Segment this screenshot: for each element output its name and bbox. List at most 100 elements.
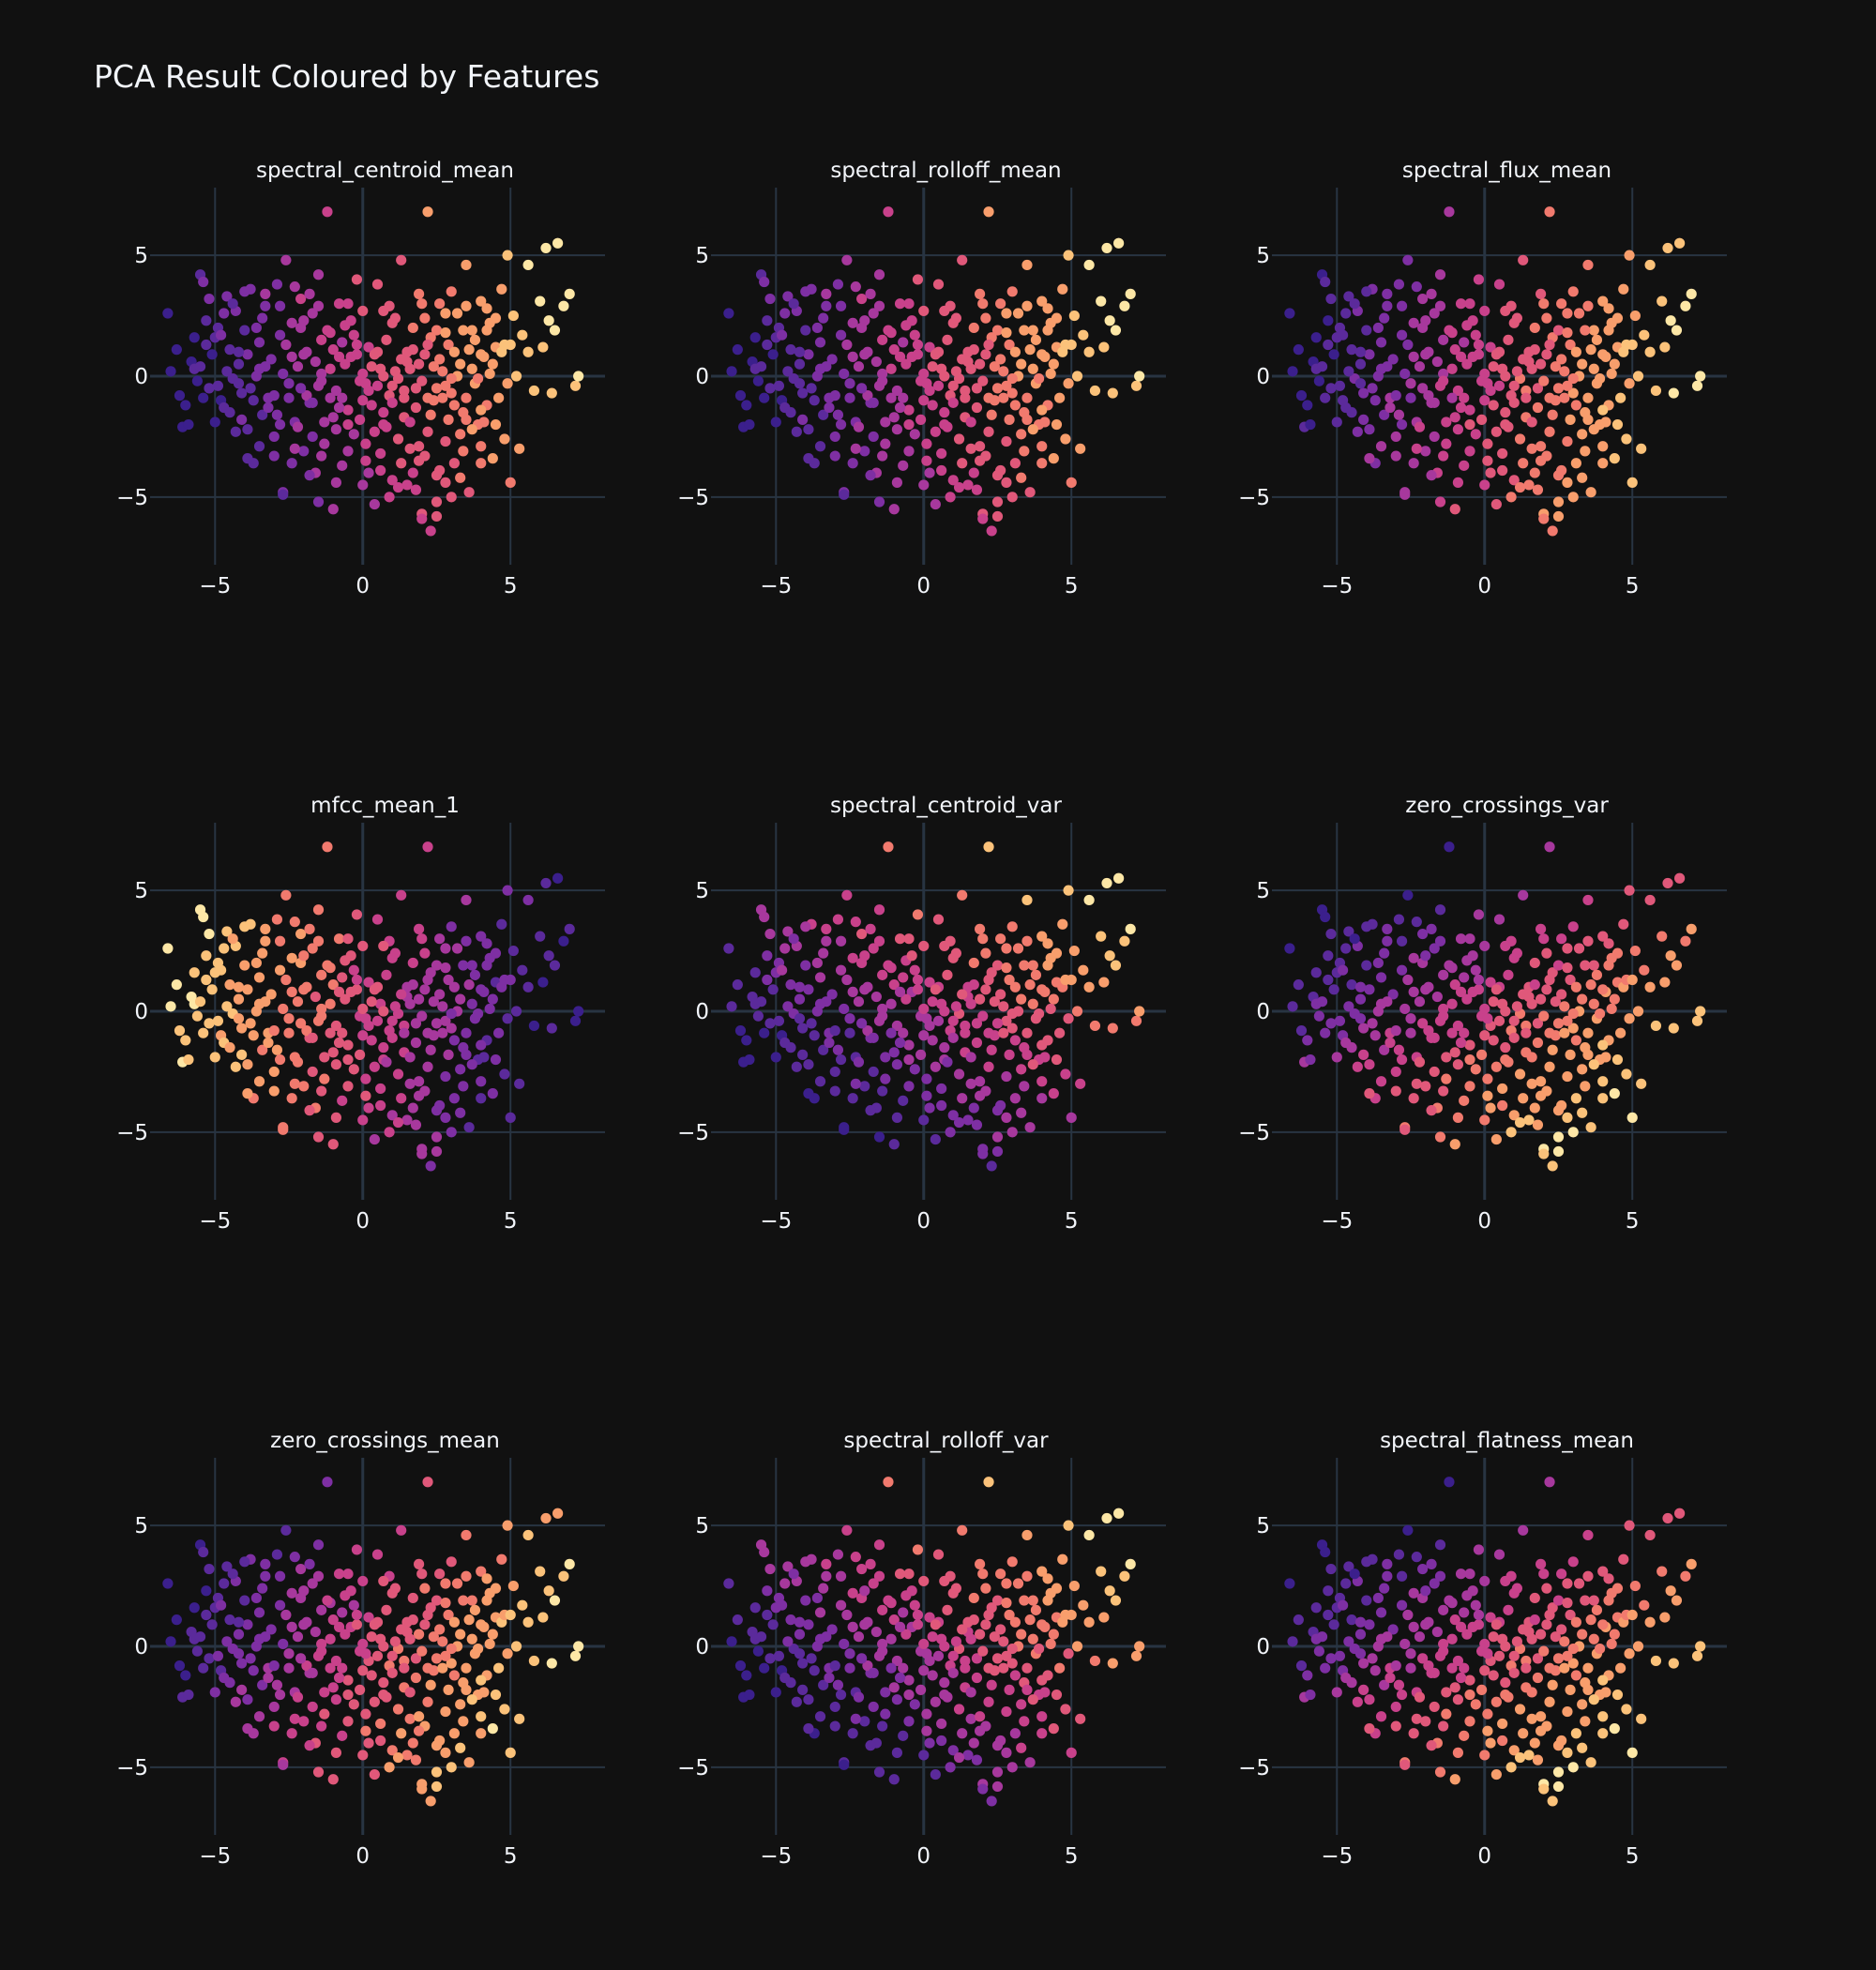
scatter-point — [204, 1563, 215, 1575]
scatter-point — [1027, 1694, 1038, 1705]
scatter-point — [918, 940, 930, 952]
y-tick-label: −5 — [1238, 486, 1270, 510]
scatter-point — [419, 1583, 431, 1594]
scatter-point — [797, 387, 809, 399]
scatter-point — [476, 1728, 487, 1739]
scatter-point — [1001, 435, 1012, 447]
scatter-point — [794, 1616, 806, 1628]
scatter-point — [859, 1585, 870, 1597]
scatter-point — [357, 1114, 369, 1126]
scatter-point — [1449, 979, 1460, 991]
scatter-point — [986, 1796, 997, 1807]
scatter-point — [1570, 1616, 1581, 1628]
scatter-point — [407, 1102, 418, 1114]
scatter-point — [1618, 1553, 1629, 1565]
scatter-point — [974, 1558, 986, 1569]
scatter-point — [773, 1015, 785, 1026]
scatter-point — [814, 441, 826, 452]
scatter-point — [1532, 1653, 1544, 1664]
scatter-point — [1358, 414, 1369, 425]
scatter-point — [921, 378, 932, 389]
scatter-point — [162, 943, 174, 954]
scatter-point — [971, 402, 983, 414]
scatter-point — [1021, 1570, 1033, 1582]
scatter-point — [337, 1607, 348, 1618]
scatter-point — [1497, 1083, 1508, 1095]
y-tick-label: 0 — [134, 1000, 148, 1024]
scatter-point — [1036, 1674, 1048, 1686]
scatter-point — [461, 1684, 472, 1695]
scatter-point — [1438, 1010, 1449, 1022]
scatter-point — [1567, 372, 1579, 385]
scatter-point — [573, 1006, 584, 1017]
scatter-point — [274, 1570, 286, 1582]
scatter-point — [912, 984, 924, 995]
scatter-point — [1287, 1001, 1298, 1012]
scatter-point — [859, 1081, 870, 1092]
scatter-point — [776, 329, 788, 341]
scatter-point — [327, 1682, 339, 1693]
scatter-point — [206, 1619, 218, 1630]
scatter-point — [811, 957, 823, 969]
scatter-point — [1644, 1616, 1656, 1628]
scatter-point — [404, 1713, 416, 1724]
scatter-point — [1552, 1145, 1565, 1158]
scatter-point — [1582, 414, 1594, 425]
scatter-point — [794, 358, 806, 370]
scatter-point — [1375, 337, 1387, 348]
scatter-point — [448, 1035, 460, 1046]
scatter-point — [389, 366, 401, 377]
scatter-point — [803, 1619, 814, 1630]
scatter-point — [260, 300, 271, 311]
scatter-point — [180, 1670, 191, 1681]
scatter-point — [371, 1549, 384, 1560]
scatter-point — [407, 1737, 418, 1749]
scatter-point — [201, 315, 212, 326]
scatter-point — [1609, 358, 1620, 370]
scatter-point — [434, 1735, 446, 1747]
scatter-point — [818, 312, 829, 324]
scatter-point — [903, 1674, 915, 1686]
scatter-point — [862, 1660, 873, 1672]
scatter-point — [1361, 921, 1372, 932]
scatter-point — [1459, 460, 1470, 471]
scatter-point — [868, 308, 879, 319]
scatter-point — [1423, 390, 1434, 402]
page-title: PCA Result Coloured by Features — [94, 58, 600, 95]
x-tick-label: 0 — [1477, 1209, 1491, 1234]
scatter-point — [1006, 1658, 1018, 1669]
scatter-point — [1016, 472, 1027, 483]
scatter-point — [401, 1114, 413, 1126]
scatter-point — [1358, 1658, 1369, 1669]
scatter-point — [732, 344, 743, 356]
scatter-point — [1320, 911, 1331, 923]
scatter-point — [522, 346, 534, 357]
scatter-point — [221, 1001, 233, 1012]
scatter-point — [1562, 1747, 1573, 1758]
scatter-point — [257, 947, 268, 959]
scatter-point — [476, 1711, 487, 1722]
scatter-point — [517, 1599, 528, 1611]
scatter-point — [348, 429, 359, 440]
scatter-point — [322, 1477, 333, 1488]
scatter-point — [1621, 1704, 1632, 1715]
scatter-point — [1455, 402, 1467, 414]
scatter-point — [322, 325, 333, 336]
scatter-point — [375, 1718, 386, 1730]
scatter-point — [307, 1667, 318, 1678]
scatter-point — [1009, 458, 1021, 469]
scatter-point — [1343, 1001, 1354, 1012]
scatter-point — [974, 1629, 986, 1640]
scatter-point — [298, 1081, 310, 1092]
scatter-point — [918, 368, 930, 380]
scatter-point — [472, 1643, 484, 1655]
scatter-point — [375, 464, 386, 477]
scatter-point — [469, 334, 481, 345]
scatter-point — [1500, 1575, 1511, 1587]
scatter-point — [1508, 1015, 1520, 1026]
scatter-point — [918, 1030, 930, 1041]
scatter-point — [1452, 1655, 1464, 1667]
scatter-point — [1051, 312, 1063, 324]
scatter-point — [918, 479, 930, 491]
scatter-point — [446, 1762, 457, 1773]
